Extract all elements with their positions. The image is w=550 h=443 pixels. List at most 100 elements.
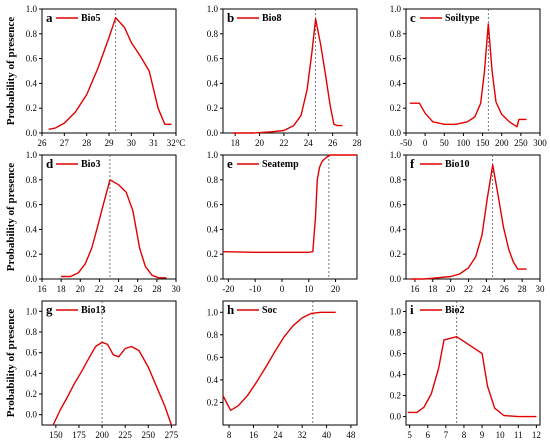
plot-frame [222,154,358,280]
x-tick-label: -20 [222,284,234,294]
x-tick-label: 8 [227,430,232,440]
panel-g: 0.0 0.2 0.4 0.6 0.8 1.0 150 175 200 225 250 275 g Bio… [26,300,179,440]
legend-label: Bio8 [262,13,281,24]
y-tick-label: 0.4 [207,375,219,385]
y-tick-label: 1.0 [26,150,38,160]
y-tick-label: 1.0 [26,306,38,316]
x-tick-label: 0 [423,138,428,148]
x-tick-label: 22 [279,138,288,148]
y-tick-label: 0.0 [26,410,38,420]
x-tick-label: 200 [495,138,509,148]
panel-letter: b [227,10,234,25]
panel-c: 0.0 0.2 0.4 0.6 0.8 1.0 -50 0 50 100 150 200 250 300 c… [390,4,548,148]
y-axis-label-row-1: Probability of presence [5,17,17,125]
x-tick-label: 27 [60,138,70,148]
x-tick-label: 18 [428,284,438,294]
y-tick-label: 0.6 [26,200,38,210]
panel-a: 0.0 0.2 0.4 0.6 0.8 1.0 26 27 28 29 30 31 32°C a Bio5 [26,4,186,148]
x-tick-label: 5 [407,430,412,440]
series-line-soiltype [409,23,527,128]
y-tick-label: 0.0 [26,274,38,284]
y-tick-label: 0.8 [207,330,219,340]
x-tick-label: 31 [149,138,158,148]
x-tick-label: 30 [172,284,182,294]
plot-frame [41,154,177,280]
panel-b: 0.0 0.2 0.4 0.6 0.8 1.0 18 20 22 24 26 28 b Bio8 [207,4,362,148]
x-tick-label: 30 [536,284,546,294]
x-tick-label: 40 [322,430,332,440]
x-tick-label: 6 [425,430,430,440]
panel-e: 0.0 0.2 0.4 0.6 0.8 1.0 -20 -10 0 10 20 e Seatemp [207,150,358,294]
x-tick-label: 50 [440,138,450,148]
y-tick-label: 0.4 [26,224,38,234]
y-tick-label: 1.0 [390,150,402,160]
y-tick-label: 0.6 [207,200,219,210]
y-tick-label: 0.2 [26,389,37,399]
legend-label: Soiltype [445,13,480,24]
x-tick-label: 24 [304,138,314,148]
x-tick-label: 250 [142,430,156,440]
y-axis-label-row-2: Probability of presence [5,163,17,271]
x-tick-label: 150 [476,138,490,148]
x-tick-label: 20 [76,284,86,294]
y-tick-label: 0.6 [390,349,402,359]
panel-letter: i [410,302,414,317]
x-tick-label: 275 [165,430,179,440]
x-tick-label: 20 [446,284,456,294]
x-tick-label: 18 [57,284,67,294]
y-tick-label: 1.0 [207,150,219,160]
y-tick-label: 1.0 [207,307,219,317]
panel-d: 0.0 0.2 0.4 0.6 0.8 1.0 16 18 20 22 24 26 28 30 d Bio3 [26,150,181,294]
x-tick-label: 22 [95,284,104,294]
y-tick-label: 0.2 [26,249,37,259]
y-tick-label: 1.0 [26,4,38,14]
y-tick-label: 0.2 [26,103,37,113]
y-tick-label: 0.2 [207,397,218,407]
x-tick-label: 28 [152,284,162,294]
x-tick-label: 150 [49,430,63,440]
y-axis-label-row-3: Probability of presence [5,309,17,417]
plot-frame [405,154,541,280]
plot-frame [41,300,177,426]
panel-letter: h [227,302,235,317]
series-line-bio2 [407,336,537,418]
legend-label: Bio13 [81,305,105,316]
x-tick-label: 22 [464,284,473,294]
y-tick-label: 0.2 [390,249,401,259]
x-tick-label: 8 [462,430,467,440]
panel-i: 0.0 0.2 0.4 0.6 0.8 1.0 5 6 7 8 9 10 11 12 i Bio2 [390,300,541,440]
x-tick-label: 12 [532,430,541,440]
panel-h: 0.2 0.4 0.6 0.8 1.0 8 16 24 32 40 48 h Soc [207,300,358,440]
x-tick-label: 29 [105,138,115,148]
x-tick-label: 10 [496,430,506,440]
x-tick-label: 16 [410,284,420,294]
y-tick-label: 0.4 [390,78,402,88]
x-tick-label: 24 [114,284,124,294]
x-tick-label: 48 [346,430,356,440]
y-tick-label: 0.8 [26,175,38,185]
x-tick-label: 26 [500,284,510,294]
series-line-bio8 [232,18,343,134]
y-tick-label: 0.4 [26,368,38,378]
series-line-seatemp [222,154,357,254]
y-tick-label: 0.8 [26,327,38,337]
panel-letter: a [46,10,53,25]
x-tick-label: 26 [133,284,143,294]
x-tick-label: 26 [38,138,48,148]
x-tick-label: 10 [304,284,314,294]
x-tick-label: 16 [249,430,259,440]
x-tick-label: 225 [118,430,132,440]
x-tick-label: 32°C [167,138,186,148]
x-tick-label: 200 [95,430,109,440]
y-tick-label: 0.0 [26,128,38,138]
legend-label: Bio5 [81,13,100,24]
x-tick-label: 32 [298,430,307,440]
plot-frame [222,8,358,134]
plot-frame [222,300,358,426]
y-tick-label: 0.8 [390,328,402,338]
x-tick-label: 24 [273,430,283,440]
y-tick-label: 0.6 [390,200,402,210]
y-tick-label: 0.6 [207,352,219,362]
x-tick-label: 20 [331,284,341,294]
